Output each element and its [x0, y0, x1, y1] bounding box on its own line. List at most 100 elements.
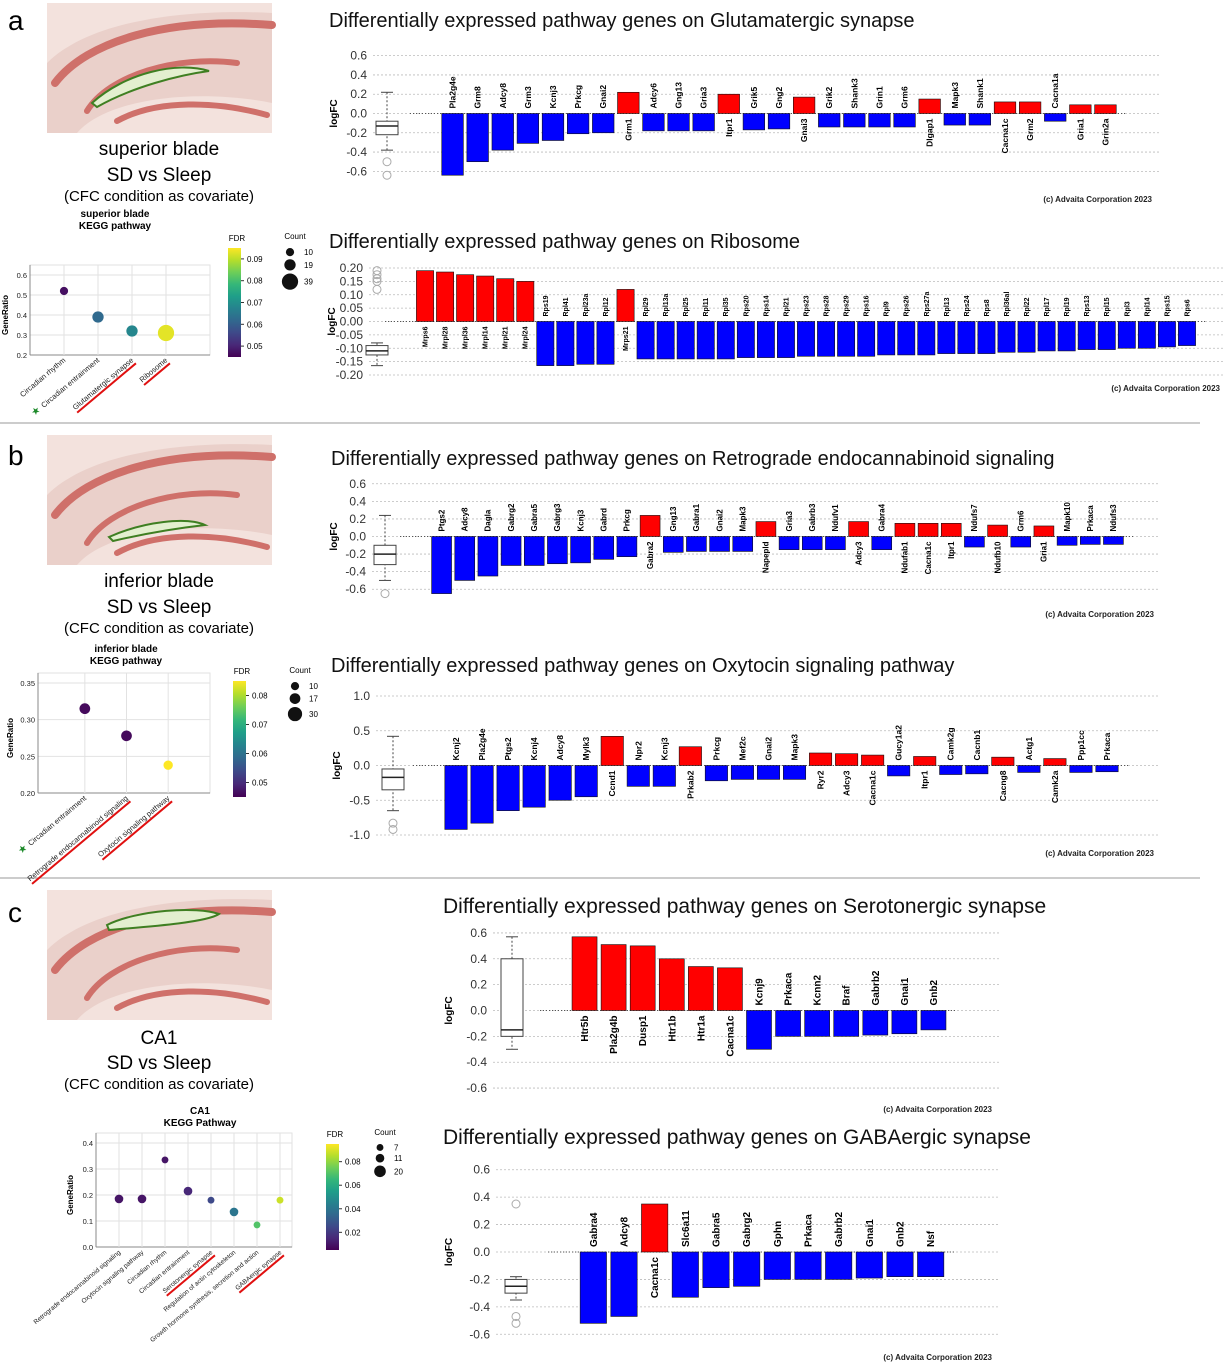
copyright-note: (c) Advaita Corporation 2023	[1043, 195, 1152, 204]
colorbar	[326, 1144, 339, 1250]
gene-label: Adcy3	[842, 770, 852, 796]
gene-label: Gabrg2	[507, 503, 516, 532]
y-tick-label: 0.35	[20, 679, 35, 688]
panel-label: b	[8, 440, 24, 471]
gene-label: Rpl21	[783, 297, 790, 316]
colorbar-tick-label: 0.07	[252, 721, 268, 730]
bar	[732, 536, 754, 552]
colorbar-tick-label: 0.08	[247, 277, 263, 286]
y-tick-label: -0.15	[336, 355, 364, 369]
bar	[466, 113, 489, 163]
bar	[522, 765, 546, 808]
gene-label: Grm3	[523, 86, 533, 108]
bar	[1017, 765, 1041, 773]
gene-label: Gabrb3	[808, 503, 817, 532]
size-legend-title: Count	[284, 232, 306, 241]
bar	[1103, 536, 1124, 545]
gene-label: Adcy6	[648, 83, 658, 109]
panel-covariate: (CFC condition as covariate)	[64, 188, 254, 205]
box	[500, 958, 524, 1037]
y-tick-label: 0.6	[473, 1163, 490, 1177]
bar	[991, 756, 1015, 766]
gene-label: Adcy3	[854, 541, 863, 566]
y-tick-label: 0.1	[83, 1217, 93, 1226]
bar	[825, 536, 846, 550]
y-axis-label: logFC	[329, 99, 340, 127]
bar	[600, 736, 624, 766]
gene-label: Rps23	[803, 295, 810, 316]
bar	[871, 536, 893, 550]
bar	[1094, 104, 1117, 114]
colorbar-tick-label: 0.04	[345, 1205, 361, 1214]
y-tick-label: -0.6	[469, 1327, 490, 1341]
gene-label: Gabrb2	[834, 1212, 845, 1247]
panel-label: a	[8, 5, 24, 36]
illustration-layer	[51, 19, 276, 87]
y-axis-label: logFC	[444, 996, 455, 1024]
bar	[783, 765, 807, 780]
illustration-layer	[114, 988, 270, 1011]
gene-label: Gabrg3	[553, 503, 562, 532]
chart-title: inferior blade	[94, 644, 158, 655]
gene-label: Gabra1	[692, 503, 701, 531]
star	[32, 407, 40, 415]
bar	[817, 321, 835, 357]
dot	[92, 311, 104, 323]
y-tick-label: 0.0	[470, 1004, 487, 1018]
bar	[1044, 113, 1067, 122]
y-tick-label: -0.6	[345, 582, 366, 596]
colorbar	[233, 681, 246, 797]
dot	[59, 286, 69, 296]
colorbar-tick-label: 0.09	[247, 255, 263, 264]
size-legend-dot	[289, 693, 301, 704]
gene-label: Mrpl14	[483, 326, 490, 349]
y-tick-label: 0.25	[20, 752, 35, 761]
size-legend-label: 19	[304, 261, 313, 270]
gene-label: Rps16	[864, 295, 871, 316]
gene-label: Npr2	[633, 741, 643, 761]
y-tick-label: 0.6	[350, 49, 367, 63]
bar	[441, 113, 464, 176]
bar	[868, 113, 891, 128]
bar	[444, 765, 468, 830]
y-tick-label: -0.4	[466, 1055, 487, 1069]
y-tick-label: 0.0	[349, 530, 366, 544]
bar	[964, 536, 985, 548]
y-tick-label: 0.4	[470, 952, 487, 966]
bar	[626, 765, 650, 787]
bar	[642, 113, 665, 132]
gene-label: Mapk10	[1063, 502, 1072, 532]
gene-label: Gria1	[1040, 541, 1049, 562]
gene-label: Kcnj3	[659, 737, 669, 760]
bar	[977, 321, 996, 354]
gene-label: Ndufs7	[970, 504, 979, 532]
gene-label: Adcy8	[620, 1217, 631, 1247]
gene-label: Grik5	[749, 86, 759, 108]
bar	[436, 271, 454, 322]
bar	[917, 523, 939, 537]
bar	[496, 765, 520, 811]
bar	[658, 958, 685, 1011]
gene-label: Cacng8	[998, 770, 1008, 801]
gene-label: Cacna1a	[1050, 73, 1060, 108]
bar	[968, 113, 991, 126]
gene-label: Prkaca	[1086, 505, 1095, 532]
y-tick-label: 0.6	[349, 477, 366, 491]
colorbar	[228, 248, 241, 357]
gene-label: Itpr1	[724, 118, 734, 137]
bar	[688, 966, 714, 1011]
y-axis-label: logFC	[332, 751, 343, 779]
panel-comparison: SD vs Sleep	[107, 1053, 212, 1074]
y-tick-label: 0.3	[83, 1165, 93, 1174]
bar	[556, 321, 575, 366]
bar	[917, 321, 936, 356]
gene-label: Rps28	[824, 295, 831, 316]
gene-label: Gabra5	[712, 1212, 723, 1247]
y-tick-label: 0.4	[83, 1139, 93, 1148]
chart-title: KEGG Pathway	[164, 1118, 237, 1129]
gene-label: Cacna1c	[924, 541, 933, 574]
gene-label: Shank3	[849, 78, 859, 109]
dot	[229, 1207, 239, 1217]
dot	[157, 324, 175, 342]
